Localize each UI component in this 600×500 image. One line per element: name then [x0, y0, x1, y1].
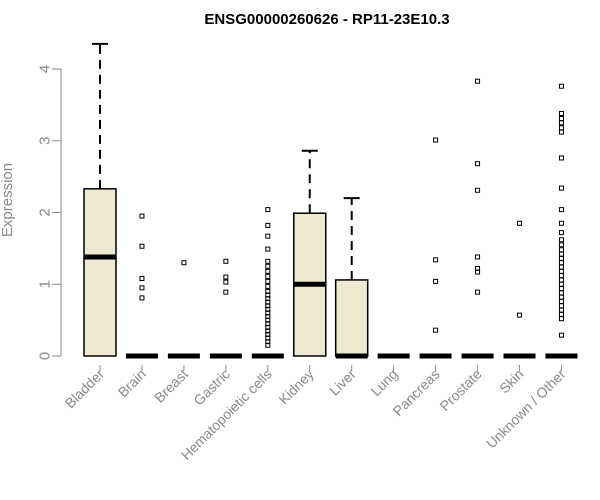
outlier-point: [475, 289, 481, 295]
outlier-point: [558, 185, 564, 191]
boxes-layer: [83, 42, 578, 359]
outlier-point: [517, 220, 522, 226]
outlier-point: [223, 289, 229, 295]
outlier-point: [139, 213, 145, 219]
chart-title: ENSG00000260626 - RP11-23E10.3: [204, 11, 449, 28]
outlier-point: [558, 129, 564, 135]
outlier-point: [475, 254, 481, 260]
outlier-point: [139, 285, 145, 291]
y-tick-label: 4: [36, 65, 53, 73]
x-tick-label: Breast: [151, 366, 191, 406]
box-kidney: [293, 149, 327, 357]
outlier-point: [558, 207, 564, 213]
outlier-point: [558, 247, 564, 253]
outlier-point: [265, 342, 271, 348]
outlier-point: [475, 161, 481, 167]
outlier-point: [558, 242, 564, 248]
x-tick-label: Kidney: [275, 366, 317, 408]
y-tick-label: 3: [36, 137, 53, 145]
box-pancreas: [419, 137, 452, 359]
box-bladder: [83, 42, 117, 357]
outlier-point: [558, 155, 564, 161]
box-unknown-other: [545, 83, 578, 359]
outlier-point: [223, 258, 229, 264]
x-tick-label: Lung: [367, 366, 400, 399]
outlier-point: [558, 332, 564, 338]
box-body: [83, 188, 117, 357]
outlier-point: [433, 257, 439, 263]
outlier-point: [558, 307, 564, 313]
outlier-point: [475, 187, 481, 193]
outlier-point: [558, 237, 564, 243]
outlier-point: [265, 268, 271, 274]
outlier-point: [558, 255, 564, 261]
x-tick-label: Liver: [326, 366, 359, 399]
outlier-point: [475, 78, 481, 84]
x-tick-label: Unknown / Other: [483, 366, 569, 452]
box-hematopoietic-cells: [251, 207, 284, 359]
box-breast: [167, 260, 200, 359]
outlier-point: [265, 258, 271, 264]
x-tick-label: Pancreas: [390, 366, 443, 419]
outlier-point: [558, 268, 564, 274]
outlier-point: [181, 260, 187, 266]
outlier-point: [139, 295, 145, 301]
outlier-point: [265, 273, 271, 279]
outlier-point: [558, 286, 564, 292]
outlier-point: [558, 294, 564, 300]
outlier-point: [265, 283, 271, 289]
outlier-point: [517, 312, 522, 318]
outlier-point: [558, 116, 564, 122]
box-prostate: [461, 78, 494, 359]
x-tick-label: Skin: [496, 366, 527, 397]
x-tick-label: Brain: [115, 366, 149, 400]
box-liver: [334, 197, 369, 359]
outlier-point: [558, 230, 564, 236]
outlier-point: [265, 246, 271, 252]
outlier-point: [139, 276, 145, 282]
outlier-point: [558, 220, 564, 226]
y-axis-ticks: 0 1 2 3 4: [36, 65, 61, 360]
outlier-point: [558, 260, 564, 266]
outlier-point: [265, 207, 271, 213]
y-tick-label: 2: [36, 208, 53, 216]
outlier-point: [558, 298, 564, 304]
outlier-point: [558, 83, 564, 89]
outlier-point: [558, 290, 564, 296]
y-tick-label: 1: [36, 280, 53, 288]
outlier-point: [558, 264, 564, 270]
outlier-point: [558, 316, 564, 322]
outlier-point: [139, 243, 145, 249]
outlier-point: [433, 278, 439, 284]
outlier-point: [558, 281, 564, 287]
outlier-point: [558, 311, 564, 317]
outlier-point: [433, 327, 439, 333]
outlier-point: [223, 274, 229, 280]
outlier-point: [558, 110, 564, 116]
x-tick-label: Bladder: [62, 366, 108, 412]
outlier-point: [265, 278, 271, 284]
outlier-point: [558, 125, 564, 131]
outlier-point: [265, 263, 271, 269]
outlier-point: [558, 273, 564, 279]
outlier-point: [223, 279, 229, 285]
box-gastric: [209, 258, 242, 359]
outlier-point: [265, 222, 271, 228]
outlier-point: [475, 269, 481, 275]
outlier-point: [558, 277, 564, 283]
y-axis-label: Expression: [0, 163, 16, 237]
box-brain: [125, 213, 158, 359]
x-tick-label: Prostate: [436, 366, 484, 414]
box-body: [334, 279, 369, 357]
outlier-point: [558, 251, 564, 257]
outlier-point: [433, 137, 439, 143]
outlier-point: [265, 233, 271, 239]
outlier-point: [558, 120, 564, 126]
y-tick-label: 0: [36, 352, 53, 360]
outlier-point: [558, 303, 564, 309]
box-skin: [503, 220, 536, 359]
